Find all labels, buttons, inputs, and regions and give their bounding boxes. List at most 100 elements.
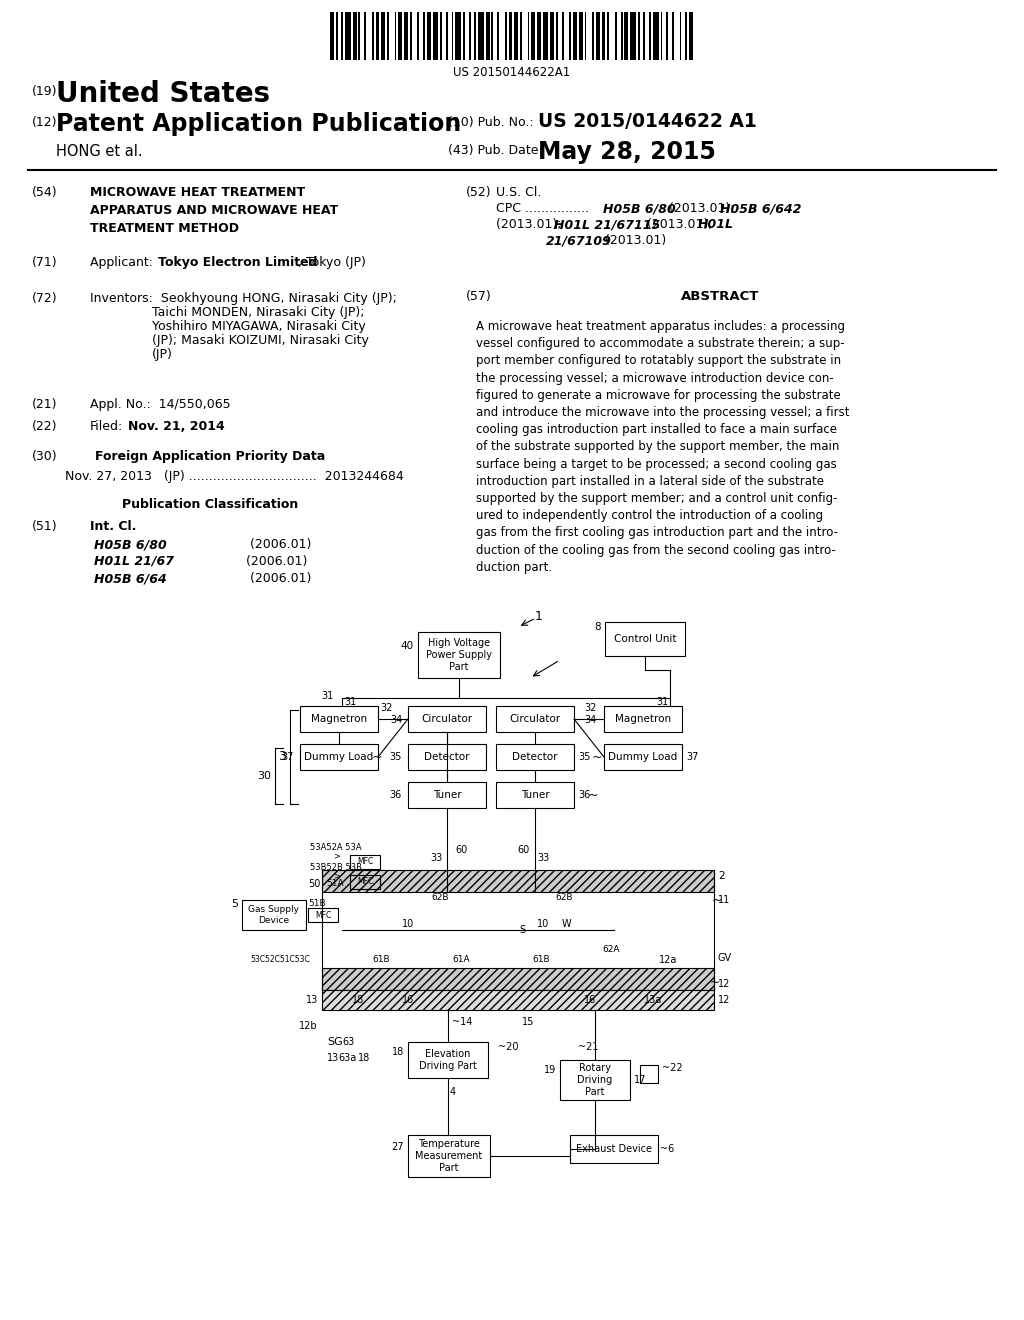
Text: 8: 8 [594,622,601,632]
Bar [689,12,693,59]
Text: Tuner: Tuner [520,789,549,800]
Text: HONG et al.: HONG et al. [56,144,142,158]
Text: H05B 6/80: H05B 6/80 [94,539,167,550]
Bar [592,12,594,59]
Bar [336,12,338,59]
Bar [570,1135,658,1163]
Bar [607,12,609,59]
Bar [308,908,338,921]
Text: ~20: ~20 [498,1041,518,1052]
Text: 12b: 12b [299,1020,318,1031]
Bar [398,12,402,59]
Bar [556,12,558,59]
Text: 33: 33 [537,853,549,863]
Text: (JP); Masaki KOIZUMI, Nirasaki City: (JP); Masaki KOIZUMI, Nirasaki City [152,334,369,347]
Bar [300,706,378,733]
Text: Applicant:: Applicant: [90,256,161,269]
Text: 21/67109: 21/67109 [546,234,612,247]
Bar [496,781,574,808]
Text: Inventors:  Seokhyoung HONG, Nirasaki City (JP);: Inventors: Seokhyoung HONG, Nirasaki Cit… [90,292,397,305]
Text: 5: 5 [231,899,238,909]
Text: Gas Supply
Device: Gas Supply Device [249,906,299,925]
Text: 53A52A 53A: 53A52A 53A [310,843,361,853]
Text: (2006.01): (2006.01) [206,539,311,550]
Text: Circulator: Circulator [509,714,560,723]
Text: May 28, 2015: May 28, 2015 [538,140,716,164]
Bar [408,744,486,770]
Bar [685,12,687,59]
Text: 34: 34 [390,715,402,725]
Text: (71): (71) [32,256,57,269]
Text: 51A: 51A [326,879,344,888]
Text: 36: 36 [390,789,402,800]
Text: 40: 40 [400,642,414,651]
Text: ~6: ~6 [660,1144,674,1154]
Text: H05B 6/64: H05B 6/64 [94,572,167,585]
Bar [638,12,640,59]
Text: 17: 17 [634,1074,646,1085]
Bar [372,12,374,59]
Text: (2013.01);: (2013.01); [643,218,717,231]
Text: ~: ~ [588,788,598,801]
Bar [463,12,465,59]
Text: 30: 30 [257,771,271,781]
Text: ABSTRACT: ABSTRACT [681,290,759,304]
Text: Dummy Load: Dummy Load [304,752,374,762]
Bar [520,12,522,59]
Bar [562,12,563,59]
Text: (52): (52) [466,186,492,199]
Text: H05B 6/80: H05B 6/80 [603,202,676,215]
Text: Detector: Detector [424,752,470,762]
Text: MICROWAVE HEAT TREATMENT
APPARATUS AND MICROWAVE HEAT
TREATMENT METHOD: MICROWAVE HEAT TREATMENT APPARATUS AND M… [90,186,338,235]
Text: High Voltage
Power Supply
Part: High Voltage Power Supply Part [426,639,492,672]
Text: 35: 35 [389,752,402,762]
Bar [543,12,549,59]
Text: 10: 10 [537,919,549,929]
Text: ~21: ~21 [578,1041,598,1052]
Text: Tokyo Electron Limited: Tokyo Electron Limited [158,256,317,269]
Bar [353,12,356,59]
Bar [615,12,616,59]
Text: 12a: 12a [659,954,677,965]
Text: 62A: 62A [602,945,620,954]
Text: 13a: 13a [644,995,663,1005]
Text: (43) Pub. Date:: (43) Pub. Date: [449,144,543,157]
Text: H01L 21/67115: H01L 21/67115 [554,218,660,231]
Bar [242,900,306,931]
Text: 63: 63 [342,1038,354,1047]
Bar [345,12,351,59]
Text: (19): (19) [32,84,57,98]
Text: 61B: 61B [372,956,389,965]
Bar [660,12,663,59]
Bar [452,12,454,59]
Text: H01L 21/67: H01L 21/67 [94,554,174,568]
Text: Exhaust Device: Exhaust Device [575,1144,652,1154]
Text: 2: 2 [718,871,725,880]
Bar [514,12,518,59]
Bar [445,12,447,59]
Bar [485,12,489,59]
Bar [381,12,385,59]
Bar [365,12,367,59]
Text: Publication Classification: Publication Classification [122,498,298,511]
Text: Foreign Application Priority Data: Foreign Application Priority Data [95,450,326,463]
Text: 32: 32 [584,704,596,713]
Text: 31: 31 [322,690,334,701]
Text: (21): (21) [32,399,57,411]
Bar [680,12,682,59]
Text: 36: 36 [578,789,590,800]
Text: (12): (12) [32,116,57,129]
Text: 11: 11 [718,895,730,906]
Bar [408,1041,488,1078]
Text: Elevation
Driving Part: Elevation Driving Part [419,1049,477,1071]
Text: Patent Application Publication: Patent Application Publication [56,112,461,136]
Text: (2013.01): (2013.01) [601,234,667,247]
Text: Circulator: Circulator [422,714,472,723]
Bar [322,968,714,990]
Bar [418,12,419,59]
Text: GV: GV [718,953,732,964]
Text: S: S [519,925,525,935]
Text: 12: 12 [718,979,730,989]
Text: >: > [333,871,340,880]
Bar [585,12,587,59]
